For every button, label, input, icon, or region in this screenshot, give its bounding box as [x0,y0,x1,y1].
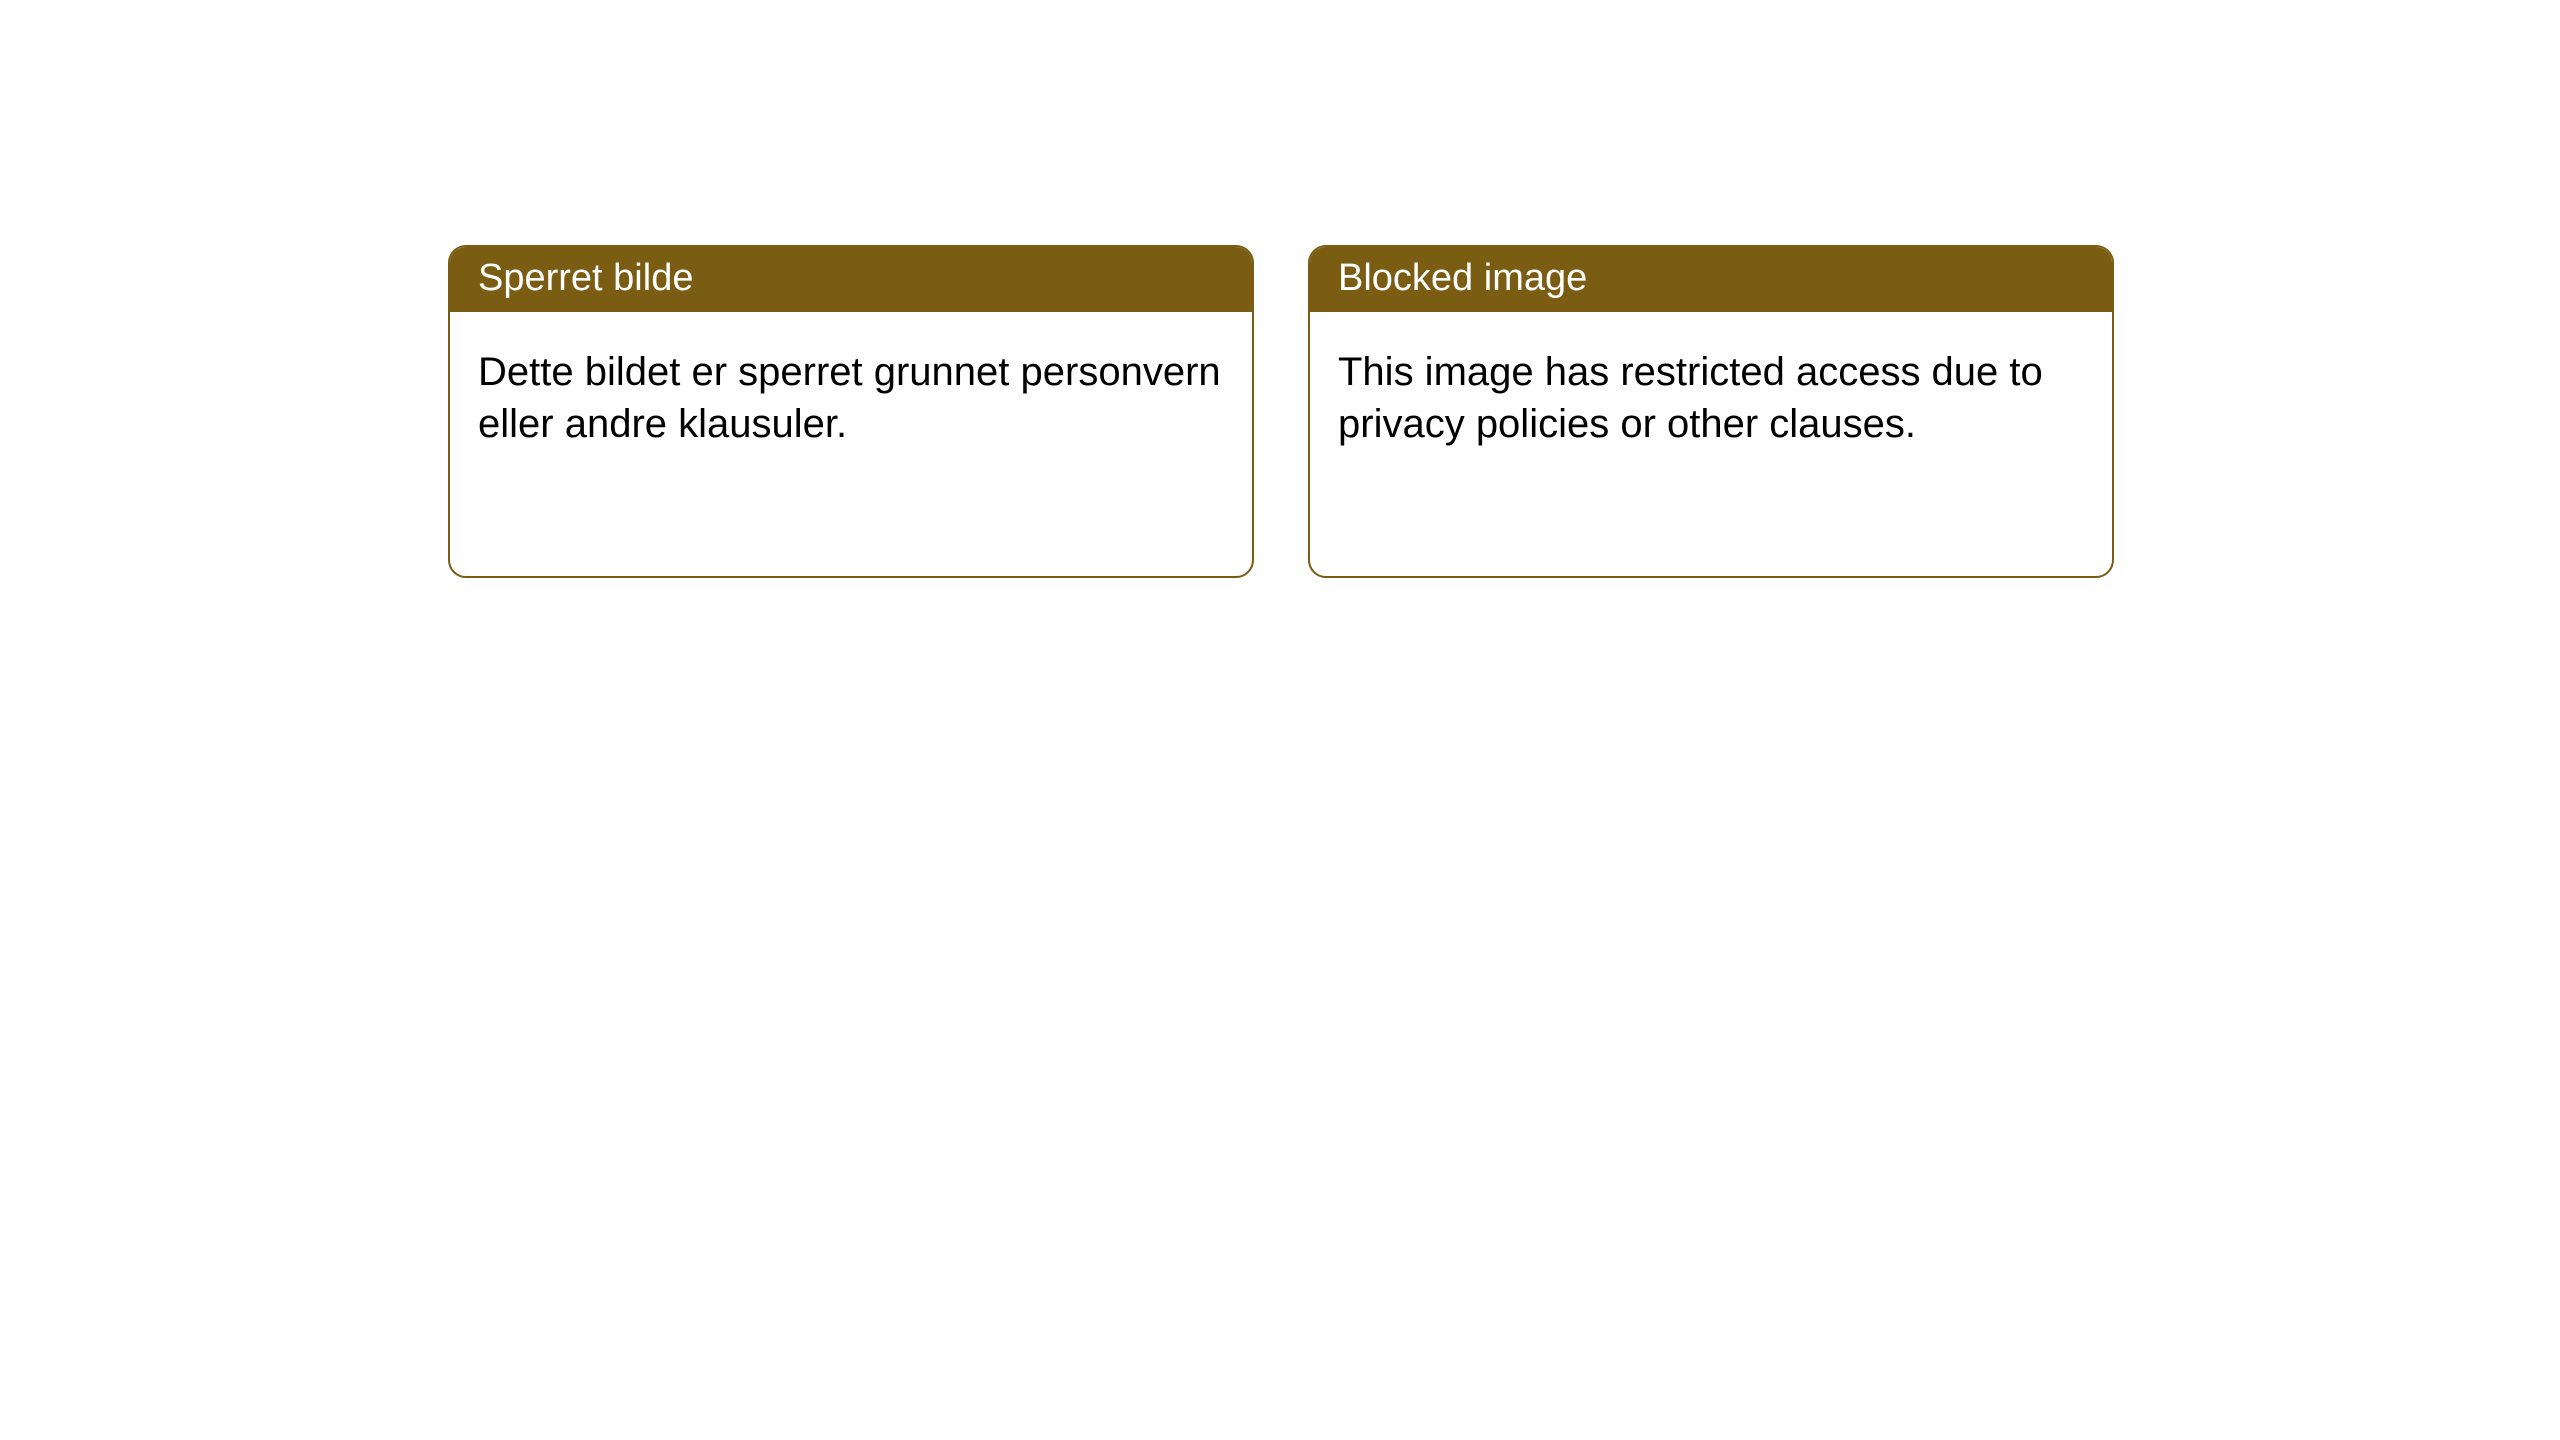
notice-cards-container: Sperret bilde Dette bildet er sperret gr… [0,0,2560,578]
card-body: Dette bildet er sperret grunnet personve… [450,312,1252,484]
blocked-image-card-norwegian: Sperret bilde Dette bildet er sperret gr… [448,245,1254,578]
card-header: Sperret bilde [450,247,1252,312]
blocked-image-card-english: Blocked image This image has restricted … [1308,245,2114,578]
card-body: This image has restricted access due to … [1310,312,2112,484]
card-header: Blocked image [1310,247,2112,312]
